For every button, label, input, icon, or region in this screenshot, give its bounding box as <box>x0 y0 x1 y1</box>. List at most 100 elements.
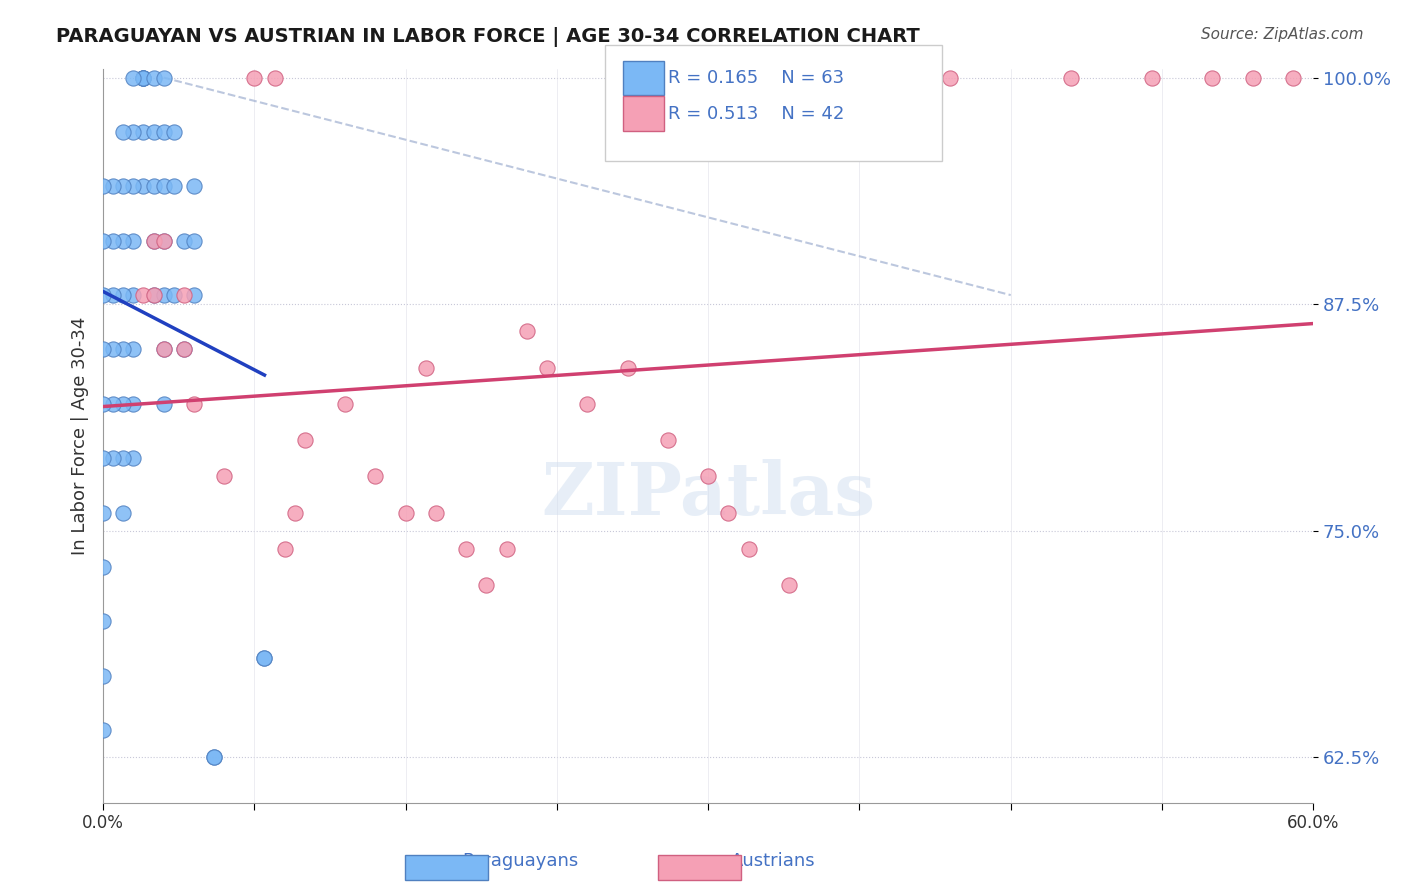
Point <box>333 397 356 411</box>
Point <box>959 831 981 846</box>
Point <box>395 506 418 520</box>
Point <box>91 343 114 357</box>
Point <box>415 360 437 375</box>
Point <box>103 451 125 466</box>
Point <box>425 506 447 520</box>
Point <box>132 179 155 194</box>
Point <box>202 750 225 764</box>
Point <box>103 397 125 411</box>
Point <box>112 125 135 139</box>
Point <box>142 70 165 85</box>
Point <box>616 360 638 375</box>
Point <box>152 234 174 248</box>
Point <box>152 179 174 194</box>
Text: Paraguayans: Paraguayans <box>463 852 578 870</box>
Text: Austrians: Austrians <box>731 852 815 870</box>
Point <box>112 397 135 411</box>
Point <box>1140 70 1163 85</box>
Point <box>152 397 174 411</box>
Point <box>163 179 186 194</box>
Point <box>91 615 114 629</box>
Point <box>1241 70 1264 85</box>
Point <box>152 234 174 248</box>
Point <box>142 125 165 139</box>
Point <box>364 469 387 483</box>
Point <box>103 179 125 194</box>
Point <box>657 433 679 447</box>
Point <box>91 288 114 302</box>
Point <box>132 70 155 85</box>
Point <box>173 343 195 357</box>
Point <box>173 288 195 302</box>
Point <box>284 506 307 520</box>
Point <box>122 451 145 466</box>
Point <box>163 125 186 139</box>
Point <box>91 234 114 248</box>
Point <box>152 125 174 139</box>
Point <box>132 70 155 85</box>
Point <box>263 70 285 85</box>
Text: R = 0.513    N = 42: R = 0.513 N = 42 <box>668 105 844 123</box>
Point <box>536 360 558 375</box>
Point <box>939 70 962 85</box>
Point <box>173 234 195 248</box>
Point <box>112 234 135 248</box>
Point <box>202 750 225 764</box>
Point <box>152 343 174 357</box>
Point <box>980 831 1002 846</box>
Point <box>132 288 155 302</box>
Point <box>243 70 266 85</box>
Text: PARAGUAYAN VS AUSTRIAN IN LABOR FORCE | AGE 30-34 CORRELATION CHART: PARAGUAYAN VS AUSTRIAN IN LABOR FORCE | … <box>56 27 920 46</box>
Point <box>273 541 295 556</box>
Point <box>103 343 125 357</box>
Point <box>212 469 235 483</box>
Point <box>91 397 114 411</box>
Point <box>576 397 599 411</box>
Point <box>697 469 720 483</box>
Point <box>183 234 205 248</box>
Point <box>142 234 165 248</box>
Point <box>142 234 165 248</box>
Point <box>112 343 135 357</box>
Point <box>294 433 316 447</box>
Y-axis label: In Labor Force | Age 30-34: In Labor Force | Age 30-34 <box>72 317 89 555</box>
Point <box>1019 831 1042 846</box>
Point <box>253 650 276 665</box>
Point <box>737 541 759 556</box>
Point <box>183 179 205 194</box>
Point <box>122 343 145 357</box>
Point <box>778 578 800 592</box>
Point <box>132 125 155 139</box>
Point <box>152 288 174 302</box>
Point <box>91 723 114 737</box>
Point <box>122 125 145 139</box>
Point <box>91 451 114 466</box>
Point <box>516 324 538 338</box>
Point <box>122 288 145 302</box>
Point <box>91 669 114 683</box>
Text: ZIPatlas: ZIPatlas <box>541 458 876 530</box>
Point <box>112 451 135 466</box>
Point <box>103 288 125 302</box>
Point <box>91 560 114 574</box>
Point <box>122 70 145 85</box>
Point <box>142 288 165 302</box>
Point <box>152 70 174 85</box>
Point <box>112 506 135 520</box>
Point <box>132 70 155 85</box>
Point <box>1201 70 1223 85</box>
Point <box>122 179 145 194</box>
Point <box>495 541 517 556</box>
Point <box>1060 70 1083 85</box>
Point <box>132 70 155 85</box>
Point <box>253 650 276 665</box>
Point <box>91 179 114 194</box>
Point <box>173 343 195 357</box>
Point <box>122 397 145 411</box>
Point <box>103 234 125 248</box>
Point <box>112 179 135 194</box>
Text: Source: ZipAtlas.com: Source: ZipAtlas.com <box>1201 27 1364 42</box>
Point <box>183 288 205 302</box>
Point <box>858 70 880 85</box>
Point <box>456 541 478 556</box>
